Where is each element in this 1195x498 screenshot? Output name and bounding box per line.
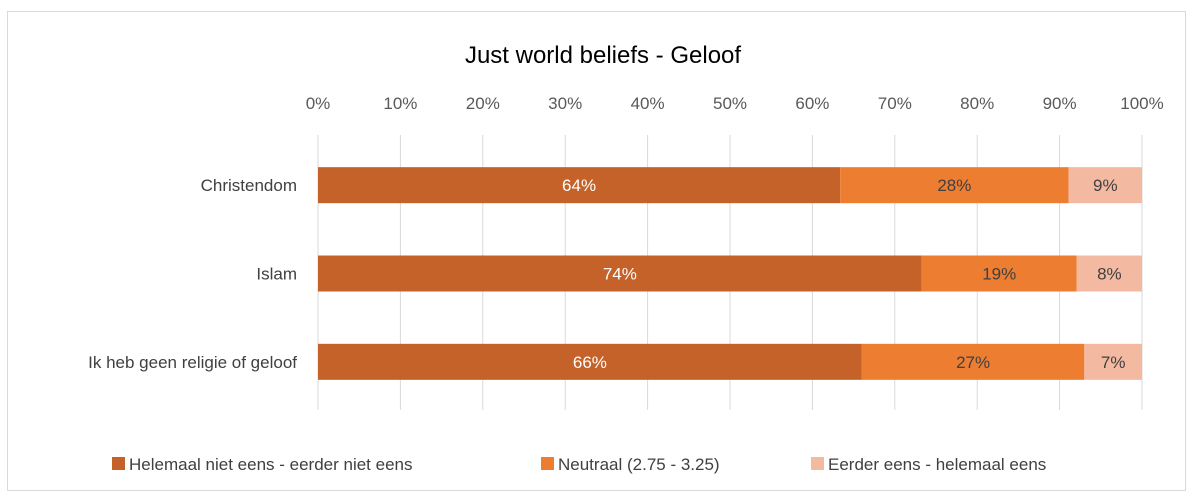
legend-label: Eerder eens - helemaal eens xyxy=(828,455,1046,474)
data-labels: 64% 28% 9% 74% 19% 8% 66% 27% 7% xyxy=(562,176,1125,372)
x-tick-label: 90% xyxy=(1043,94,1077,113)
data-label: 7% xyxy=(1101,353,1126,372)
bar-segment xyxy=(318,343,862,380)
y-axis-categories: Christendom Islam Ik heb geen religie of g… xyxy=(88,176,297,372)
legend-label: Neutraal (2.75 - 3.25) xyxy=(558,455,720,474)
category-label: Christendom xyxy=(201,176,297,195)
bar-segment xyxy=(1068,167,1142,204)
data-label: 28% xyxy=(937,176,971,195)
x-tick-label: 60% xyxy=(795,94,829,113)
data-label: 27% xyxy=(956,353,990,372)
data-label: 8% xyxy=(1097,265,1122,284)
data-label: 9% xyxy=(1093,176,1118,195)
bar-segment xyxy=(318,255,922,292)
x-tick-label: 40% xyxy=(631,94,665,113)
bar-segment xyxy=(1084,343,1142,380)
x-tick-label: 100% xyxy=(1120,94,1163,113)
legend-swatch xyxy=(541,457,554,470)
category-label: Islam xyxy=(256,265,297,284)
x-tick-label: 80% xyxy=(960,94,994,113)
chart-title: Just world beliefs - Geloof xyxy=(465,42,741,69)
legend: Helemaal niet eens - eerder niet eens Neu… xyxy=(112,455,1046,474)
bar-segment xyxy=(921,255,1077,292)
legend-label: Helemaal niet eens - eerder niet eens xyxy=(129,455,413,474)
data-label: 64% xyxy=(562,176,596,195)
bars xyxy=(318,167,1142,380)
x-tick-label: 10% xyxy=(383,94,417,113)
x-tick-label: 30% xyxy=(548,94,582,113)
x-tick-label: 20% xyxy=(466,94,500,113)
x-tick-label: 0% xyxy=(306,94,331,113)
data-label: 74% xyxy=(603,265,637,284)
category-label: Ik heb geen religie of geloof xyxy=(88,353,297,372)
x-tick-label: 70% xyxy=(878,94,912,113)
chart-frame xyxy=(7,11,1186,491)
bar-segment xyxy=(318,167,841,204)
bar-segment xyxy=(861,343,1085,380)
data-label: 19% xyxy=(982,265,1016,284)
data-label: 66% xyxy=(573,353,607,372)
bar-segment xyxy=(1076,255,1142,292)
legend-swatch xyxy=(811,457,824,470)
x-axis-ticks: 0% 10% 20% 30% 40% 50% 60% 70% 80% 90% 100% xyxy=(306,94,1164,113)
x-tick-label: 50% xyxy=(713,94,747,113)
legend-swatch xyxy=(112,457,125,470)
bar-segment xyxy=(840,167,1069,204)
